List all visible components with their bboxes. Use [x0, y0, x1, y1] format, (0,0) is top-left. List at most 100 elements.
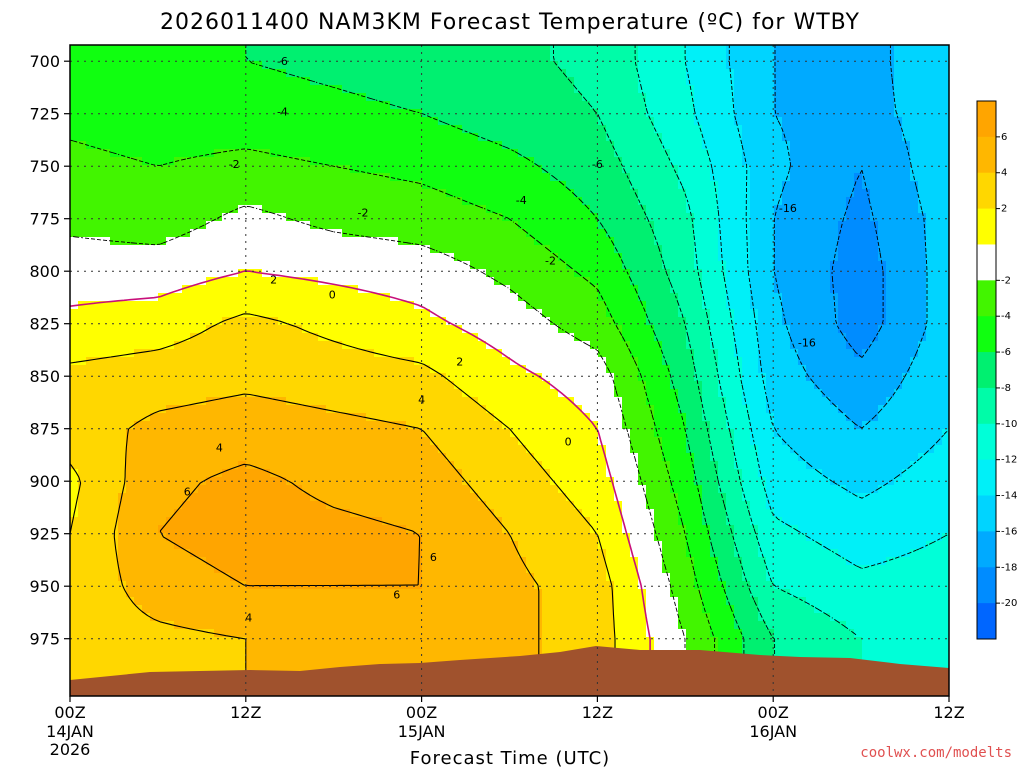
temperature-cell	[206, 341, 215, 350]
temperature-cell	[454, 117, 463, 126]
temperature-cell	[382, 445, 391, 454]
temperature-cell	[134, 341, 143, 350]
temperature-cell	[462, 117, 471, 126]
temperature-cell	[262, 85, 271, 94]
temperature-cell	[70, 101, 79, 110]
temperature-cell	[310, 221, 319, 230]
temperature-cell	[262, 69, 271, 78]
temperature-cell	[414, 101, 423, 110]
temperature-cell	[550, 229, 559, 238]
temperature-cell	[318, 205, 327, 214]
temperature-cell	[214, 373, 223, 382]
temperature-cell	[478, 133, 487, 142]
temperature-cell	[302, 181, 311, 190]
temperature-cell	[342, 85, 351, 94]
temperature-cell	[550, 309, 559, 318]
temperature-cell	[166, 69, 175, 78]
temperature-cell	[94, 141, 103, 150]
temperature-cell	[438, 565, 447, 574]
temperature-cell	[142, 437, 151, 446]
temperature-cell	[366, 549, 375, 558]
temperature-cell	[502, 85, 511, 94]
temperature-cell	[318, 93, 327, 102]
temperature-cell	[86, 533, 95, 542]
temperature-cell	[470, 173, 479, 182]
temperature-cell	[230, 205, 239, 214]
temperature-cell	[102, 661, 111, 670]
temperature-cell	[430, 325, 439, 334]
temperature-cell	[526, 69, 535, 78]
temperature-cell	[430, 349, 439, 358]
temperature-cell	[446, 277, 455, 286]
temperature-cell	[86, 661, 95, 670]
temperature-cell	[222, 197, 231, 206]
temperature-cell	[478, 85, 487, 94]
temperature-cell	[502, 141, 511, 150]
temperature-cell	[238, 541, 247, 550]
temperature-cell	[246, 125, 255, 134]
temperature-cell	[494, 325, 503, 334]
temperature-cell	[302, 101, 311, 110]
temperature-cell	[78, 277, 87, 286]
temperature-cell	[142, 525, 151, 534]
temperature-cell	[494, 621, 503, 630]
temperature-cell	[446, 493, 455, 502]
temperature-cell	[358, 397, 367, 406]
temperature-cell	[246, 525, 255, 534]
temperature-cell	[478, 253, 487, 262]
temperature-cell	[78, 165, 87, 174]
temperature-cell	[542, 341, 551, 350]
temperature-cell	[142, 549, 151, 558]
temperature-cell	[414, 485, 423, 494]
temperature-cell	[382, 653, 391, 662]
temperature-cell	[78, 149, 87, 158]
temperature-cell	[214, 333, 223, 342]
temperature-cell	[494, 277, 503, 286]
temperature-cell	[78, 141, 87, 150]
temperature-cell	[174, 173, 183, 182]
temperature-cell	[190, 581, 199, 590]
temperature-cell	[390, 149, 399, 158]
temperature-cell	[158, 421, 167, 430]
temperature-cell	[438, 93, 447, 102]
temperature-cell	[174, 261, 183, 270]
temperature-cell	[534, 85, 543, 94]
temperature-cell	[302, 397, 311, 406]
temperature-cell	[78, 581, 87, 590]
temperature-cell	[238, 597, 247, 606]
temperature-cell	[454, 485, 463, 494]
temperature-cell	[406, 389, 415, 398]
temperature-cell	[422, 549, 431, 558]
temperature-cell	[294, 197, 303, 206]
temperature-cell	[110, 341, 119, 350]
temperature-cell	[318, 429, 327, 438]
temperature-cell	[446, 157, 455, 166]
temperature-cell	[102, 69, 111, 78]
temperature-cell	[422, 421, 431, 430]
temperature-cell	[550, 261, 559, 270]
temperature-cell	[86, 197, 95, 206]
temperature-cell	[462, 69, 471, 78]
temperature-cell	[502, 589, 511, 598]
temperature-cell	[542, 373, 551, 382]
temperature-cell	[422, 261, 431, 270]
temperature-cell	[294, 629, 303, 638]
temperature-cell	[134, 293, 143, 302]
temperature-cell	[126, 365, 135, 374]
temperature-cell	[262, 285, 271, 294]
temperature-cell	[470, 293, 479, 302]
temperature-cell	[534, 285, 543, 294]
temperature-cell	[182, 301, 191, 310]
temperature-cell	[198, 557, 207, 566]
temperature-cell	[254, 285, 263, 294]
temperature-cell	[174, 141, 183, 150]
temperature-cell	[278, 565, 287, 574]
temperature-cell	[182, 61, 191, 70]
temperature-cell	[502, 517, 511, 526]
temperature-cell	[142, 245, 151, 254]
temperature-cell	[366, 493, 375, 502]
temperature-cell	[422, 445, 431, 454]
temperature-cell	[278, 661, 287, 670]
temperature-cell	[454, 381, 463, 390]
temperature-cell	[542, 485, 551, 494]
